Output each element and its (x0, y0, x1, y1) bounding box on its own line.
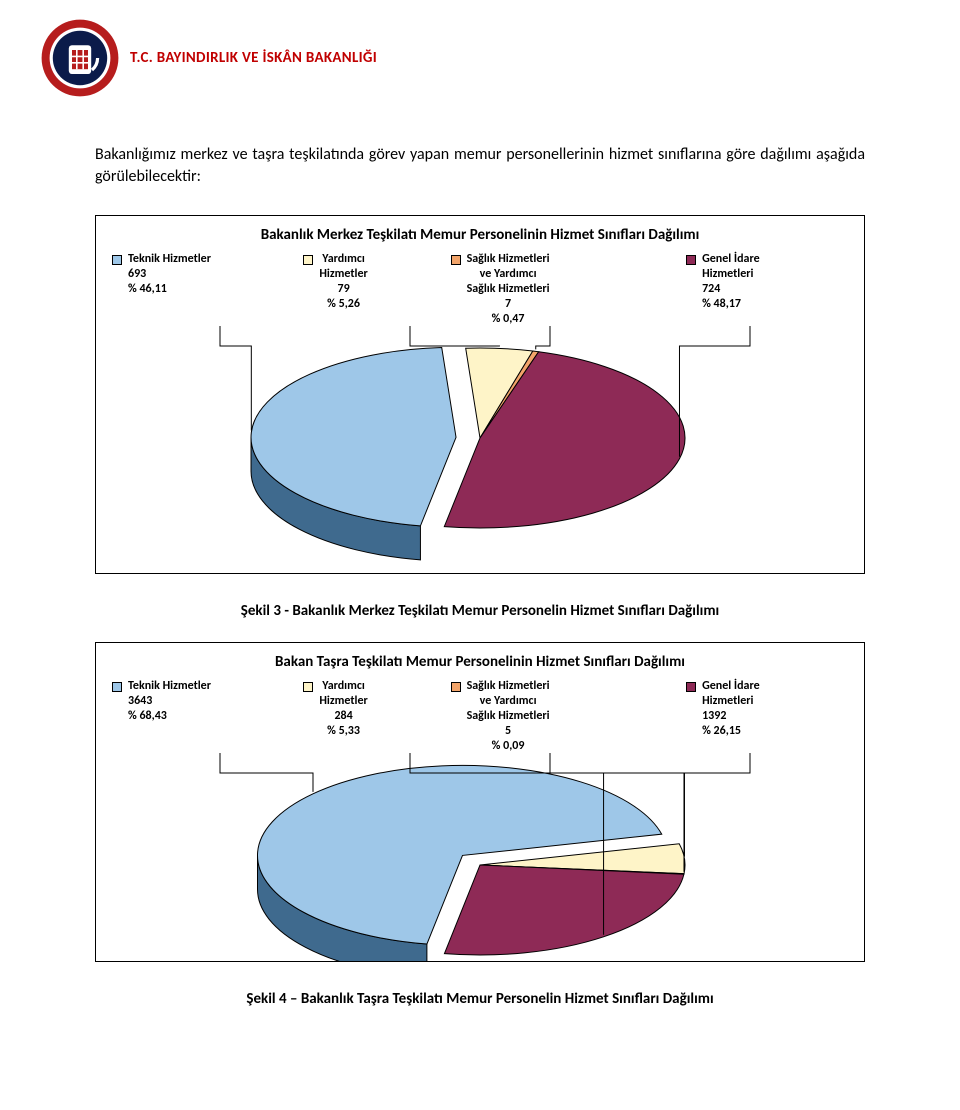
legend-label: Sağlık Hizmetleri ve Yardımcı Sağlık Hiz… (467, 252, 550, 297)
legend-pct: % 48,17 (702, 297, 760, 312)
legend-label: Teknik Hizmetler (128, 679, 211, 694)
legend-label: Teknik Hizmetler (128, 252, 211, 267)
legend-label: Sağlık Hizmetleri ve Yardımcı Sağlık Hiz… (467, 679, 550, 724)
legend-marker-idare (686, 682, 696, 692)
chart2-legend: Teknik Hizmetler 3643 % 68,43 Yardımcı H… (106, 679, 854, 754)
chart1-legend: Teknik Hizmetler 693 % 46,11 Yardımcı Hi… (106, 252, 854, 327)
legend-count: 3643 (128, 694, 211, 709)
legend-count: 693 (128, 267, 211, 282)
ministry-name: T.C. BAYINDIRLIK VE İSKÂN BAKANLIĞI (130, 49, 377, 67)
chart2-container: Bakan Taşra Teşkilatı Memur Personelinin… (95, 642, 865, 962)
chart1-caption: Şekil 3 - Bakanlık Merkez Teşkilatı Memu… (0, 602, 960, 620)
legend-marker-saglik (451, 255, 461, 265)
legend-pct: % 68,43 (128, 709, 211, 724)
chart1-pie (106, 323, 854, 573)
legend-label: Yardımcı Hizmetler (319, 252, 367, 282)
legend-pct: % 46,11 (128, 282, 211, 297)
legend-marker-saglik (451, 682, 461, 692)
legend-marker-yardimci (303, 255, 313, 265)
legend-pct: % 5,26 (319, 297, 367, 312)
page-header: T.C. BAYINDIRLIK VE İSKÂN BAKANLIĞI (0, 0, 960, 104)
legend-count: 7 (467, 297, 550, 312)
legend-marker-teknik (112, 255, 122, 265)
chart1-container: Bakanlık Merkez Teşkilatı Memur Personel… (95, 215, 865, 574)
legend-count: 1392 (702, 709, 760, 724)
legend-marker-idare (686, 255, 696, 265)
legend-label: Genel İdare Hizmetleri (702, 679, 760, 709)
chart1-title: Bakanlık Merkez Teşkilatı Memur Personel… (106, 226, 854, 244)
ministry-logo (40, 18, 120, 98)
legend-pct: % 5,33 (319, 724, 367, 739)
legend-count: 5 (467, 724, 550, 739)
chart2-caption: Şekil 4 – Bakanlık Taşra Teşkilatı Memur… (0, 990, 960, 1008)
legend-count: 284 (319, 709, 367, 724)
intro-paragraph: Bakanlığımız merkez ve taşra teşkilatınd… (0, 104, 960, 199)
legend-label: Yardımcı Hizmetler (319, 679, 367, 709)
legend-pct: % 26,15 (702, 724, 760, 739)
chart2-pie (106, 750, 854, 962)
legend-count: 79 (319, 282, 367, 297)
legend-marker-teknik (112, 682, 122, 692)
legend-marker-yardimci (303, 682, 313, 692)
chart2-title: Bakan Taşra Teşkilatı Memur Personelinin… (106, 653, 854, 671)
legend-count: 724 (702, 282, 760, 297)
legend-label: Genel İdare Hizmetleri (702, 252, 760, 282)
